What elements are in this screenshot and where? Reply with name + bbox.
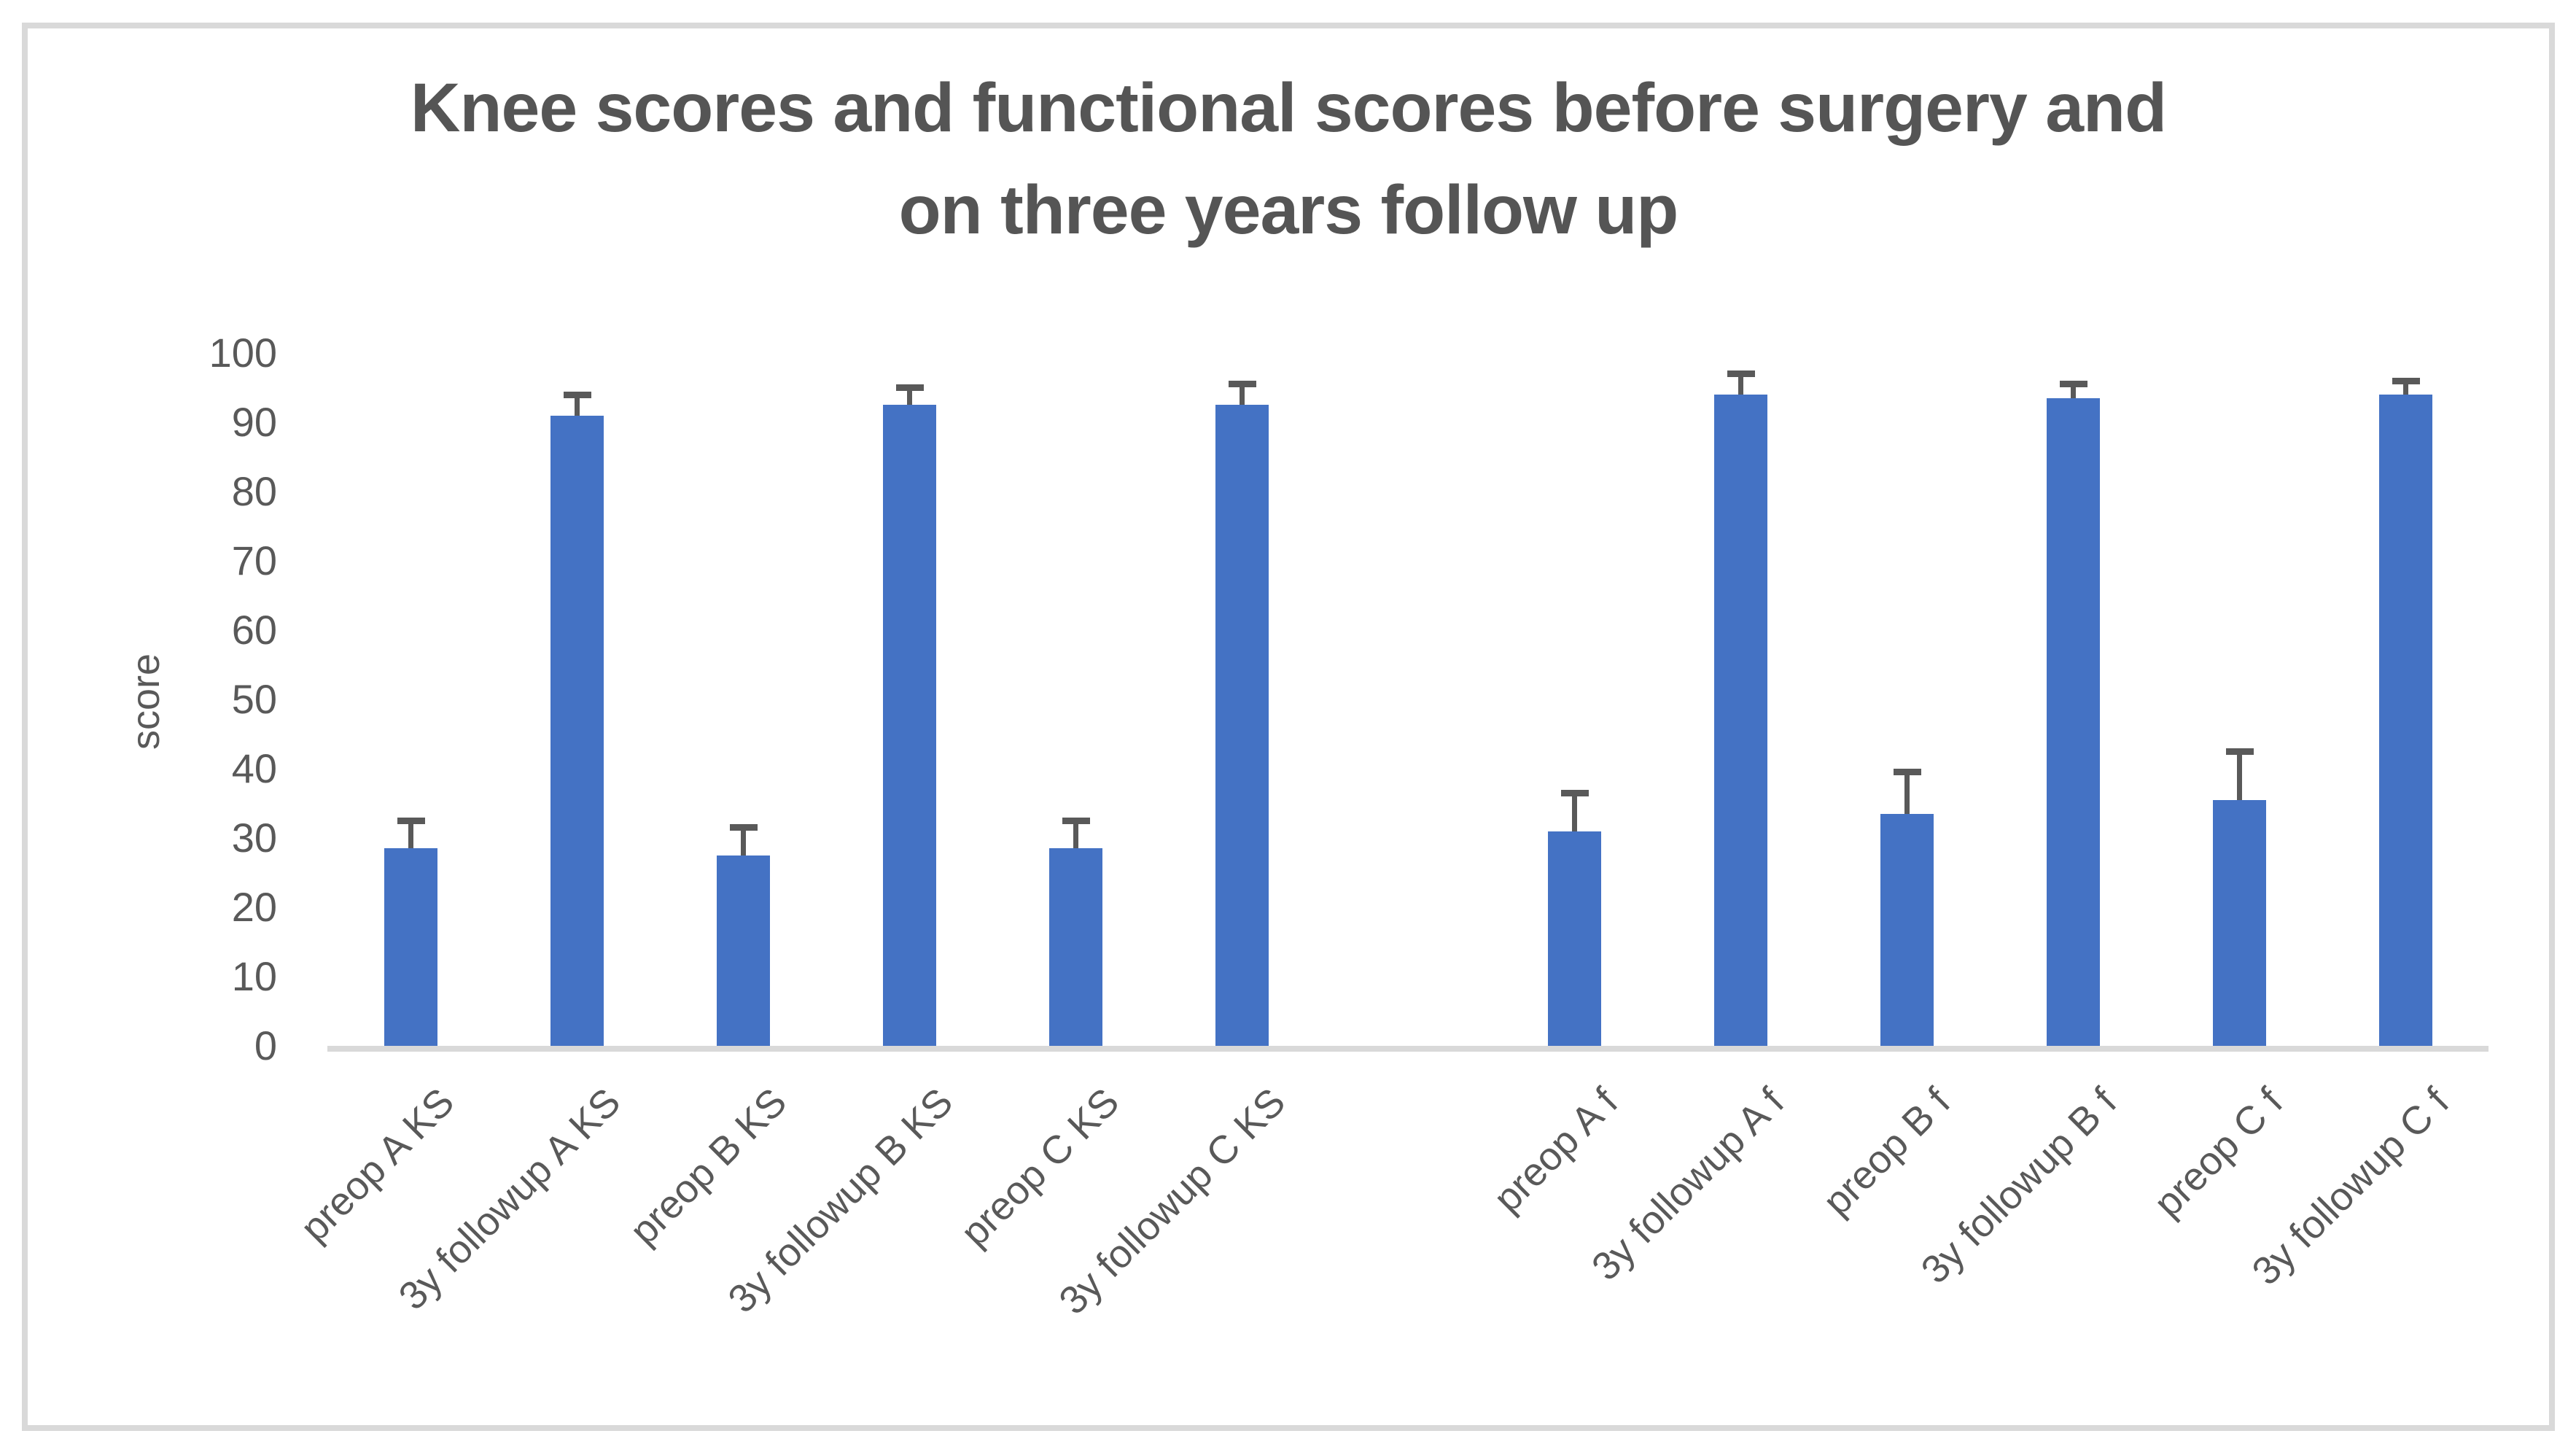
chart-frame bbox=[22, 23, 2555, 1431]
error-bar-cap bbox=[563, 391, 591, 398]
error-bar-cap bbox=[1228, 381, 1256, 388]
error-bar-cap bbox=[1560, 789, 1589, 796]
y-tick-label: 0 bbox=[254, 1023, 277, 1068]
error-bar-whisker bbox=[2071, 384, 2076, 398]
error-bar-whisker bbox=[741, 827, 746, 855]
error-bar-whisker bbox=[907, 387, 912, 406]
error-bar-cap bbox=[1062, 817, 1090, 824]
bar bbox=[2047, 397, 2100, 1046]
error-bar-whisker bbox=[1073, 820, 1078, 849]
error-bar-whisker bbox=[1904, 772, 1910, 814]
bar bbox=[1215, 405, 1269, 1046]
error-bar-cap bbox=[2225, 748, 2254, 755]
error-bar-cap bbox=[1727, 370, 1755, 377]
y-tick-label: 30 bbox=[231, 815, 277, 861]
y-tick-label: 50 bbox=[231, 676, 277, 722]
error-bar-whisker bbox=[575, 395, 580, 416]
bar bbox=[717, 855, 770, 1046]
bar bbox=[2379, 395, 2432, 1046]
x-axis-line bbox=[327, 1046, 2489, 1052]
error-bar-whisker bbox=[1738, 373, 1743, 395]
error-bar-whisker bbox=[2403, 381, 2408, 395]
bar bbox=[2213, 799, 2266, 1046]
chart-title-line1: Knee scores and functional scores before… bbox=[410, 69, 2167, 147]
y-tick-label: 40 bbox=[231, 745, 277, 791]
y-tick-label: 80 bbox=[231, 468, 277, 514]
error-bar-cap bbox=[1893, 769, 1921, 776]
y-tick-label: 20 bbox=[231, 884, 277, 930]
error-bar-whisker bbox=[2237, 751, 2242, 800]
error-bar-whisker bbox=[1240, 384, 1245, 406]
error-bar-cap bbox=[397, 817, 425, 824]
bar bbox=[550, 415, 604, 1046]
error-bar-cap bbox=[2392, 377, 2420, 384]
error-bar-cap bbox=[729, 824, 758, 831]
chart-title: Knee scores and functional scores before… bbox=[22, 57, 2555, 261]
chart-title-line2: on three years follow up bbox=[898, 171, 1679, 249]
error-bar-whisker bbox=[408, 820, 413, 849]
y-tick-label: 60 bbox=[231, 607, 277, 653]
y-tick-label: 10 bbox=[231, 953, 277, 999]
bar bbox=[1880, 813, 1934, 1046]
bar bbox=[1548, 831, 1601, 1046]
error-bar-whisker bbox=[1572, 793, 1577, 831]
bar bbox=[384, 848, 437, 1046]
error-bar-cap bbox=[2059, 381, 2087, 388]
error-bar-cap bbox=[895, 384, 924, 391]
y-tick-label: 100 bbox=[209, 330, 277, 376]
bar bbox=[883, 405, 936, 1046]
bar bbox=[1049, 848, 1102, 1046]
y-tick-label: 90 bbox=[231, 399, 277, 445]
y-tick-label: 70 bbox=[231, 538, 277, 583]
bar bbox=[1714, 395, 1767, 1046]
